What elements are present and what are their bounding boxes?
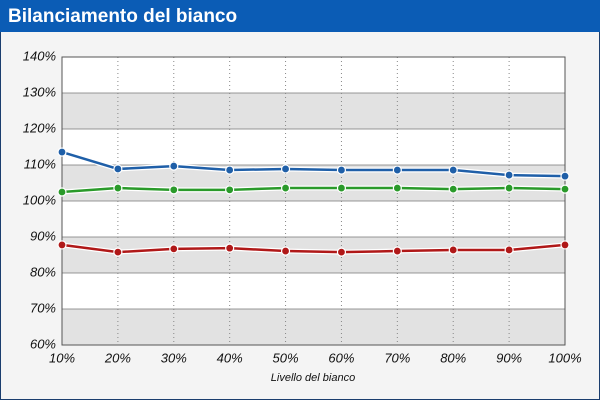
x-tick-label: 50% [273, 350, 299, 365]
point [448, 165, 458, 175]
series-line [61, 243, 566, 254]
point [280, 246, 291, 256]
chart-title: Bilanciamento del bianco [8, 6, 237, 27]
x-tick-label: 20% [104, 350, 131, 365]
y-tick-label: 140% [23, 48, 56, 63]
x-tick-label: 60% [328, 350, 354, 365]
point [57, 147, 67, 157]
grid-band [62, 309, 565, 345]
point [504, 170, 514, 180]
y-tick-label: 60% [30, 336, 56, 351]
point [113, 164, 123, 174]
point [336, 183, 347, 193]
x-tick-label: 80% [440, 350, 466, 365]
x-tick-label: 90% [496, 350, 522, 365]
grid-band [62, 237, 565, 273]
y-tick-label: 130% [23, 84, 56, 99]
series-line [61, 150, 566, 178]
point [169, 185, 179, 195]
point [336, 165, 347, 175]
y-tick-label: 120% [23, 120, 56, 135]
point [336, 247, 347, 257]
y-tick-label: 70% [30, 300, 56, 315]
point [392, 165, 402, 175]
y-tick-label: 110% [24, 156, 56, 171]
x-tick-label: 10% [49, 350, 75, 365]
x-tick-label: 70% [384, 350, 410, 365]
plot-border [61, 56, 566, 346]
point [560, 240, 570, 250]
point [560, 171, 570, 181]
point [225, 243, 235, 253]
point [169, 244, 179, 254]
point [392, 246, 402, 256]
point [225, 165, 235, 175]
point [448, 184, 458, 194]
y-tick-label: 90% [30, 228, 56, 243]
point [169, 161, 179, 171]
point [504, 183, 514, 193]
x-tick-label: 40% [217, 350, 243, 365]
point [225, 185, 235, 195]
point [57, 187, 67, 197]
point [504, 245, 514, 255]
header-bar [0, 0, 600, 32]
y-tick-label: 100% [23, 192, 56, 207]
y-tick-label: 80% [30, 264, 56, 279]
point [280, 164, 291, 174]
point [113, 247, 123, 257]
point [448, 245, 458, 255]
series-line [61, 186, 566, 194]
x-tick-label: 100% [548, 350, 581, 365]
grid-band [62, 93, 565, 129]
x-axis-label: Livello del bianco [271, 372, 355, 384]
point [57, 240, 67, 250]
x-tick-label: 30% [161, 350, 187, 365]
point [113, 183, 123, 193]
point [560, 184, 570, 194]
point [280, 183, 291, 193]
point [392, 183, 402, 193]
